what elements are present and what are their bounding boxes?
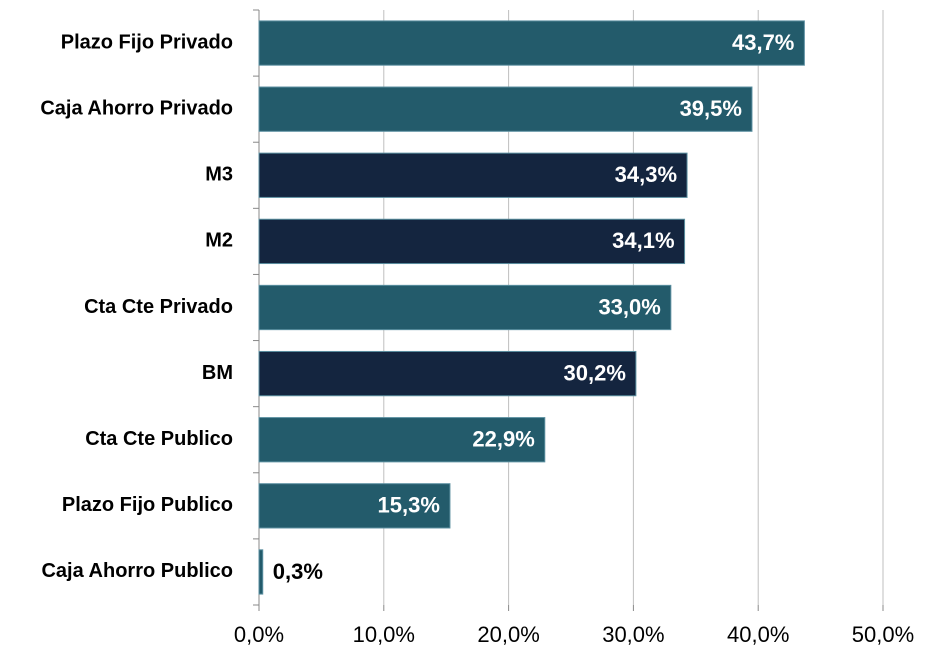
y-tick-label: Cta Cte Publico (85, 428, 233, 450)
x-tick-label: 10,0% (353, 622, 415, 647)
y-tick-label: Cta Cte Privado (84, 296, 233, 318)
data-label: 34,3% (615, 162, 677, 187)
bar (258, 20, 805, 66)
y-tick-label: M2 (205, 230, 233, 252)
bar (258, 483, 451, 529)
x-tick-label: 20,0% (477, 622, 539, 647)
data-label: 39,5% (680, 96, 742, 121)
x-tick-label: 50,0% (852, 622, 914, 647)
bar (258, 284, 672, 331)
data-label: 33,0% (598, 294, 660, 319)
data-label: 15,3% (378, 493, 440, 518)
x-tick-label: 40,0% (727, 622, 789, 647)
y-tick-label: Plazo Fijo Privado (61, 31, 233, 53)
bar (258, 86, 753, 132)
y-tick-label: Caja Ahorro Publico (41, 560, 233, 582)
y-tick-label: Plazo Fijo Publico (62, 494, 233, 516)
data-label: 30,2% (564, 360, 626, 385)
x-tick-label: 30,0% (602, 622, 664, 647)
bar (258, 218, 686, 265)
data-label: 0,3% (273, 559, 323, 584)
bar (258, 549, 264, 595)
y-tick-label: Caja Ahorro Privado (40, 97, 233, 119)
y-tick-label: BM (202, 362, 233, 384)
bar (258, 152, 688, 198)
data-label: 34,1% (612, 228, 674, 253)
bar (258, 417, 546, 463)
data-label: 22,9% (472, 427, 534, 452)
y-tick-label: M3 (205, 164, 233, 186)
data-label: 43,7% (732, 30, 794, 55)
bar (258, 350, 637, 397)
x-tick-label: 0,0% (234, 622, 284, 647)
